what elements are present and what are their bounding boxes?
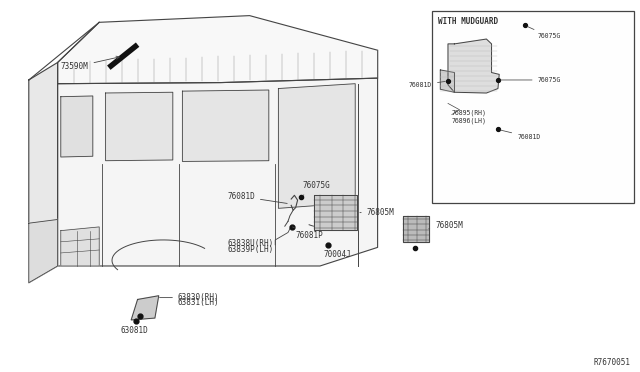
Polygon shape [403, 216, 429, 242]
Polygon shape [106, 92, 173, 161]
Text: 63839P(LH): 63839P(LH) [228, 245, 274, 254]
Text: 63831(LH): 63831(LH) [178, 298, 220, 307]
Polygon shape [440, 70, 454, 92]
Text: 63838U(RH): 63838U(RH) [228, 238, 274, 247]
Text: 63081D: 63081D [120, 326, 148, 335]
Bar [432, 11, 634, 203]
Text: 76896(LH): 76896(LH) [452, 117, 486, 124]
Text: 76081P: 76081P [292, 227, 323, 240]
Polygon shape [182, 90, 269, 161]
Polygon shape [278, 84, 355, 208]
Text: 76081D: 76081D [227, 192, 287, 203]
Text: 76895(RH): 76895(RH) [452, 110, 486, 116]
Text: 76805M: 76805M [360, 208, 394, 217]
Text: 76805M: 76805M [429, 221, 463, 230]
Polygon shape [58, 78, 378, 266]
Text: 76081D: 76081D [500, 130, 540, 140]
Text: 76075G: 76075G [527, 26, 561, 39]
Polygon shape [29, 219, 58, 283]
Polygon shape [58, 16, 378, 84]
Text: 73590M: 73590M [61, 56, 119, 71]
Polygon shape [29, 62, 58, 283]
Text: 76075G: 76075G [302, 182, 330, 196]
Text: 76075G: 76075G [500, 77, 561, 83]
Text: 63830(RH): 63830(RH) [159, 293, 220, 302]
Polygon shape [314, 195, 357, 230]
Text: R7670051: R7670051 [593, 358, 630, 367]
Polygon shape [131, 296, 159, 320]
Polygon shape [61, 96, 93, 157]
Polygon shape [61, 227, 99, 266]
Text: 70004J: 70004J [323, 250, 351, 259]
Polygon shape [448, 39, 499, 93]
Text: WITH MUDGUARD: WITH MUDGUARD [438, 17, 499, 26]
Text: 76081D: 76081D [409, 81, 445, 88]
